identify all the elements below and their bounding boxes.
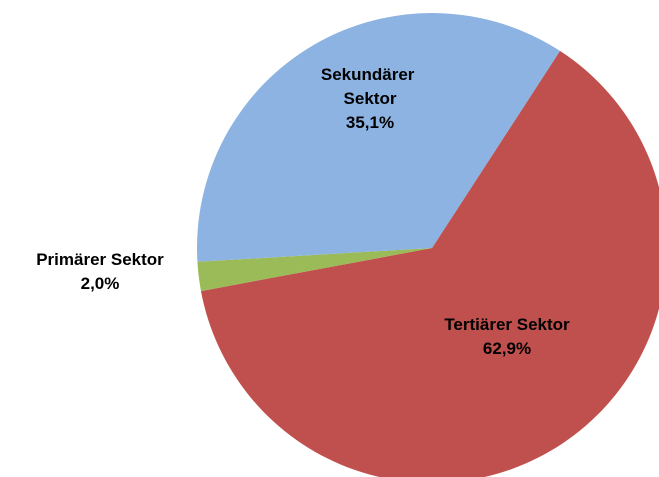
label-line: Sekundärer — [321, 65, 419, 84]
value-label: 2,0% — [81, 274, 120, 293]
value-label: 62,9% — [483, 339, 531, 358]
value-label: 35,1% — [346, 113, 394, 132]
pie-slice — [200, 50, 659, 477]
slice-label: Tertiärer Sektor — [444, 315, 570, 334]
pie-slice — [197, 13, 560, 262]
slice-label: Primärer Sektor — [36, 250, 164, 269]
label-line: Sektor — [344, 89, 397, 108]
slice-label: Sekundärer Sektor — [321, 65, 419, 108]
pie-slice — [197, 248, 432, 292]
